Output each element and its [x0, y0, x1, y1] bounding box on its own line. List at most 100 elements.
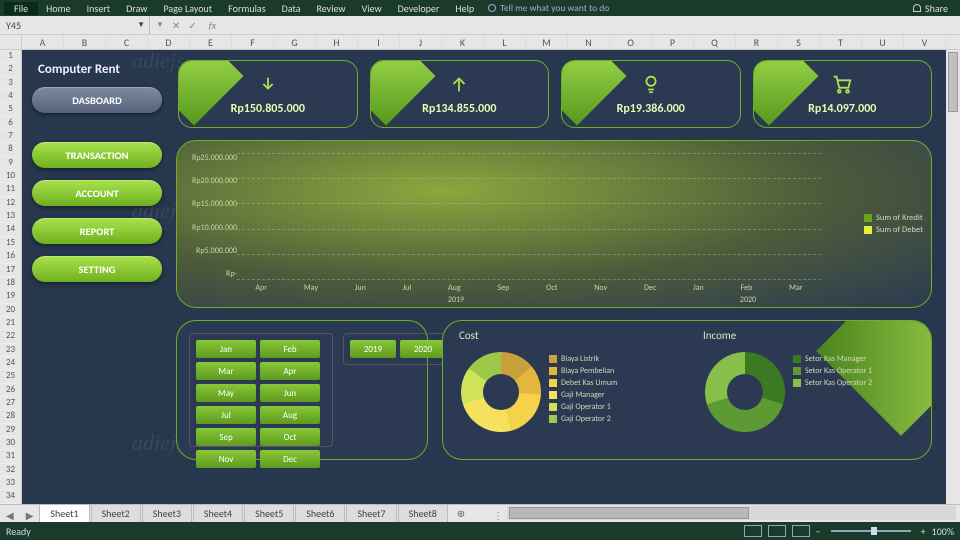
month-slicer-button[interactable]: Sep — [196, 428, 256, 446]
add-sheet-button[interactable]: ⊕ — [449, 505, 473, 522]
ribbon-tab-insert[interactable]: Insert — [79, 2, 119, 15]
ribbon-tab-data[interactable]: Data — [274, 2, 309, 15]
row-header[interactable]: 11 — [0, 183, 21, 196]
column-header[interactable]: H — [316, 35, 358, 49]
zoom-in-button[interactable]: + — [921, 525, 926, 538]
column-header[interactable]: N — [568, 35, 610, 49]
row-header[interactable]: 5 — [0, 103, 21, 116]
row-header[interactable]: 25 — [0, 370, 21, 383]
column-header[interactable]: K — [442, 35, 484, 49]
row-header[interactable]: 20 — [0, 304, 21, 317]
select-all-corner[interactable] — [0, 35, 22, 49]
horizontal-scrollbar[interactable] — [507, 506, 956, 520]
row-header[interactable]: 2 — [0, 63, 21, 76]
sheet-tab[interactable]: Sheet5 — [244, 504, 294, 522]
row-header[interactable]: 13 — [0, 210, 21, 223]
row-header[interactable]: 33 — [0, 477, 21, 490]
column-header[interactable]: G — [274, 35, 316, 49]
name-box[interactable]: Y45▼ — [0, 16, 150, 34]
row-header[interactable]: 12 — [0, 197, 21, 210]
row-header[interactable]: 29 — [0, 424, 21, 437]
cancel-icon[interactable]: ✕ — [172, 19, 180, 32]
sheet-tab[interactable]: Sheet1 — [39, 504, 89, 522]
month-slicer-button[interactable]: Nov — [196, 450, 256, 468]
month-slicer-button[interactable]: Mar — [196, 362, 256, 380]
column-header[interactable]: E — [190, 35, 232, 49]
column-header[interactable]: L — [484, 35, 526, 49]
ribbon-tab-page-layout[interactable]: Page Layout — [155, 2, 220, 15]
row-header[interactable]: 34 — [0, 490, 21, 503]
row-header[interactable]: 8 — [0, 143, 21, 156]
row-header[interactable]: 9 — [0, 157, 21, 170]
view-break-icon[interactable] — [792, 525, 810, 537]
share-button[interactable]: Share — [913, 2, 956, 15]
fx-icon[interactable]: fx — [205, 19, 220, 32]
sheet-tab[interactable]: Sheet6 — [295, 504, 345, 522]
zoom-level[interactable]: 100% — [932, 525, 954, 538]
ribbon-tab-formulas[interactable]: Formulas — [220, 2, 273, 15]
tab-nav-prev-icon[interactable]: ◀ — [0, 509, 20, 522]
sheet-tab[interactable]: Sheet4 — [193, 504, 243, 522]
column-header[interactable]: R — [736, 35, 778, 49]
column-header[interactable]: P — [652, 35, 694, 49]
nav-setting-button[interactable]: SETTING — [32, 256, 162, 282]
ribbon-tab-view[interactable]: View — [354, 2, 390, 15]
sheet-tab[interactable]: Sheet3 — [142, 504, 192, 522]
column-header[interactable]: I — [358, 35, 400, 49]
column-header[interactable]: D — [148, 35, 190, 49]
row-header[interactable]: 21 — [0, 317, 21, 330]
row-header[interactable]: 23 — [0, 344, 21, 357]
row-header[interactable]: 24 — [0, 357, 21, 370]
year-slicer-button[interactable]: 2019 — [350, 340, 396, 358]
ribbon-tab-help[interactable]: Help — [447, 2, 482, 15]
nav-account-button[interactable]: ACCOUNT — [32, 180, 162, 206]
row-header[interactable]: 19 — [0, 290, 21, 303]
row-header[interactable]: 6 — [0, 117, 21, 130]
row-header[interactable]: 31 — [0, 450, 21, 463]
row-header[interactable]: 18 — [0, 277, 21, 290]
row-header[interactable]: 27 — [0, 397, 21, 410]
zoom-out-button[interactable]: − — [816, 525, 821, 538]
row-header[interactable]: 17 — [0, 264, 21, 277]
row-header[interactable]: 22 — [0, 330, 21, 343]
column-header[interactable]: T — [820, 35, 862, 49]
ribbon-tab-file[interactable]: File — [4, 2, 38, 15]
row-header[interactable]: 32 — [0, 464, 21, 477]
sheet-tab[interactable]: Sheet8 — [398, 504, 448, 522]
column-header[interactable]: O — [610, 35, 652, 49]
column-header[interactable]: F — [232, 35, 274, 49]
row-header[interactable]: 28 — [0, 410, 21, 423]
nav-report-button[interactable]: REPORT — [32, 218, 162, 244]
column-header[interactable]: M — [526, 35, 568, 49]
zoom-slider[interactable] — [831, 530, 911, 532]
ribbon-tab-draw[interactable]: Draw — [118, 2, 155, 15]
row-header[interactable]: 7 — [0, 130, 21, 143]
view-page-icon[interactable] — [768, 525, 786, 537]
month-slicer-button[interactable]: Jan — [196, 340, 256, 358]
row-header[interactable]: 15 — [0, 237, 21, 250]
namebox-dropdown-icon[interactable]: ▼ — [156, 20, 164, 30]
row-header[interactable]: 3 — [0, 77, 21, 90]
row-header[interactable]: 14 — [0, 223, 21, 236]
column-header[interactable]: Q — [694, 35, 736, 49]
column-header[interactable]: V — [904, 35, 946, 49]
year-slicer-button[interactable]: 2020 — [400, 340, 446, 358]
month-slicer-button[interactable]: Jun — [260, 384, 320, 402]
month-slicer-button[interactable]: Oct — [260, 428, 320, 446]
month-slicer-button[interactable]: May — [196, 384, 256, 402]
column-header[interactable]: C — [106, 35, 148, 49]
row-header[interactable]: 1 — [0, 50, 21, 63]
enter-icon[interactable]: ✓ — [188, 19, 196, 32]
column-header[interactable]: A — [22, 35, 64, 49]
column-header[interactable]: S — [778, 35, 820, 49]
vertical-scrollbar[interactable] — [946, 50, 960, 504]
ribbon-tab-home[interactable]: Home — [38, 2, 78, 15]
nav-dasboard-button[interactable]: DASBOARD — [32, 87, 162, 113]
tell-me-search[interactable]: Tell me what you want to do — [488, 2, 609, 14]
month-slicer-button[interactable]: Feb — [260, 340, 320, 358]
view-normal-icon[interactable] — [744, 525, 762, 537]
ribbon-tab-developer[interactable]: Developer — [390, 2, 448, 15]
month-slicer-button[interactable]: Dec — [260, 450, 320, 468]
sheet-tab[interactable]: Sheet2 — [91, 504, 141, 522]
month-slicer-button[interactable]: Apr — [260, 362, 320, 380]
